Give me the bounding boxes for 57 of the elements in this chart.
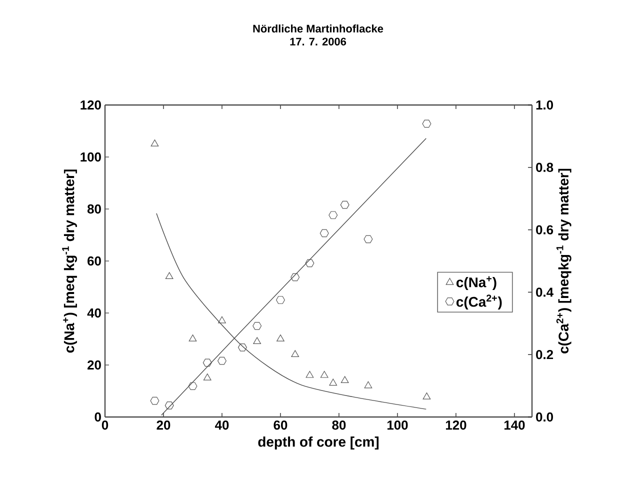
y2-tick-label: 0.8: [536, 162, 554, 172]
point: [364, 381, 372, 388]
point: [238, 343, 247, 352]
point: [340, 200, 350, 209]
point: [320, 229, 329, 238]
point: [218, 356, 226, 365]
x-tick-label: 120: [446, 420, 466, 430]
y2-tick-label: 0.0: [536, 412, 553, 422]
y-axis-title: c(Na$^{+}$) [meq kg$^{-1}$ dry matter]: [62, 170, 78, 353]
x-axis-title: depth of core [cm]: [258, 436, 379, 450]
y2-axis-title: c(Ca$^{2+}$) [meqkg$^{-1}$ dry matter]: [556, 168, 572, 354]
point: [252, 322, 262, 330]
y2-tick-label: 0.2: [536, 350, 554, 360]
y-tick-label: 80: [87, 204, 101, 214]
x-tick-label: 20: [156, 420, 170, 430]
point: [291, 350, 300, 357]
point: [328, 211, 338, 220]
point: [150, 140, 159, 146]
x-tick-label: 80: [332, 420, 346, 430]
chart-subtitle: 17. 7. 2006: [290, 38, 346, 46]
point: [329, 378, 338, 386]
y-tick-label: 40: [87, 308, 101, 318]
chart-title: Nördliche Martinhoflacke: [253, 24, 384, 33]
y-tick-label: 120: [80, 100, 101, 110]
x-tick-label: 140: [504, 420, 525, 430]
point: [253, 337, 262, 344]
point: [422, 120, 432, 128]
point: [203, 374, 212, 380]
x-tick-label: 40: [214, 420, 229, 430]
point: [188, 382, 198, 390]
point: [202, 358, 212, 367]
legend-label: c(Ca$^{2+}$): [456, 294, 502, 310]
point: [150, 396, 160, 405]
y-tick-label: 0: [94, 412, 101, 422]
y2-tick-label: 0.4: [536, 288, 554, 297]
y-tick-label: 100: [80, 152, 101, 162]
point: [218, 316, 226, 324]
point: [276, 334, 284, 342]
point: [164, 402, 174, 410]
point: [320, 370, 328, 378]
y-tick-label: 20: [88, 360, 101, 370]
point: [290, 273, 300, 282]
y2-tick-label: 0.6: [536, 225, 554, 234]
x-tick-label: 0: [102, 420, 108, 430]
point: [306, 370, 314, 378]
point: [188, 334, 197, 342]
x-tick-label: 100: [387, 420, 408, 430]
point: [165, 272, 174, 279]
point: [364, 235, 373, 244]
legend-label: c(Na$^{+}$): [456, 276, 496, 290]
point: [340, 376, 349, 383]
y-tick-label: 60: [88, 256, 101, 266]
point: [422, 392, 431, 400]
x-tick-label: 60: [274, 420, 288, 430]
point: [276, 296, 285, 304]
point: [305, 259, 314, 268]
y2-tick-label: 1.0: [536, 100, 553, 110]
